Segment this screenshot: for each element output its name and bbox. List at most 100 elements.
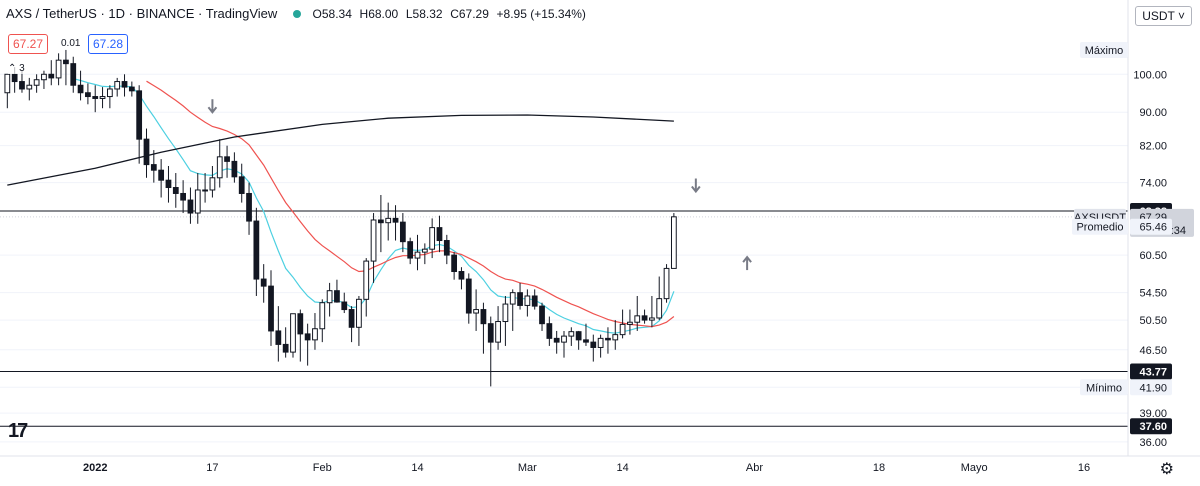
- candle-body: [41, 73, 47, 81]
- candle-body: [4, 73, 11, 94]
- candle-body: [414, 251, 421, 259]
- candle-body: [253, 220, 260, 280]
- x-tick-label: 16: [1078, 462, 1090, 474]
- candle-body: [172, 187, 179, 194]
- candle-body: [209, 177, 216, 191]
- candle-body: [282, 343, 289, 353]
- candle-body: [443, 240, 450, 256]
- candle-body: [70, 63, 77, 86]
- candle-body: [33, 79, 40, 86]
- candle-body: [165, 179, 172, 189]
- candle-body: [319, 302, 326, 330]
- candle-body: [356, 298, 362, 328]
- max-tag: Máximo: [1085, 45, 1124, 57]
- candle-body: [180, 192, 186, 201]
- candle-body: [26, 84, 33, 90]
- candles: [4, 49, 677, 387]
- candle-body: [612, 334, 619, 341]
- spread-value: 0.01: [61, 38, 81, 49]
- market-status-dot: [292, 10, 301, 18]
- ma-line-long: [7, 114, 674, 186]
- candle-body: [421, 248, 428, 253]
- min-tag-box: [1080, 379, 1128, 396]
- y-tick-label: 100.00: [1133, 69, 1167, 81]
- buy-button[interactable]: 67.28: [88, 34, 129, 54]
- candle-body: [590, 341, 597, 348]
- candle-body: [187, 199, 194, 214]
- candle-body: [114, 81, 121, 90]
- candle-body: [465, 278, 472, 314]
- candle-body: [605, 337, 611, 341]
- arrow-up-icon: [742, 255, 752, 271]
- currency-label: USDT: [1142, 9, 1175, 23]
- average-price-label: 65.46: [1139, 222, 1167, 234]
- indicator-count: 3: [19, 63, 25, 74]
- candle-body: [246, 192, 252, 222]
- candle-body: [487, 323, 494, 343]
- candle-body: [348, 309, 355, 328]
- candle-body: [92, 96, 99, 99]
- candle-body: [575, 331, 582, 341]
- candle-body: [121, 81, 128, 88]
- exchange: BINANCE: [136, 6, 195, 21]
- y-tick-label: 54.50: [1139, 288, 1167, 300]
- candle-body: [290, 313, 296, 353]
- close-value: C67.29: [450, 7, 489, 21]
- x-tick-label: 14: [616, 462, 628, 474]
- level-price-label: 43.77: [1139, 367, 1167, 379]
- y-tick-label: 50.50: [1139, 315, 1167, 327]
- moving-averages: [7, 78, 675, 334]
- arrow-down-icon: [207, 99, 218, 114]
- candle-body: [378, 219, 384, 224]
- candle-body: [663, 267, 670, 300]
- change-value: +8.95 (+15.34%): [496, 7, 586, 21]
- candle-body: [136, 90, 143, 140]
- candle-body: [509, 292, 516, 305]
- candle-body: [128, 86, 135, 92]
- gear-icon[interactable]: ⚙: [1159, 461, 1174, 478]
- candle-body: [48, 73, 55, 79]
- candle-body: [531, 295, 538, 307]
- sell-button[interactable]: 67.27: [8, 34, 49, 54]
- candle-body: [55, 59, 62, 79]
- currency-button[interactable]: USDT ˅: [1135, 6, 1192, 26]
- time-axis: 2022 17 Feb 14 Mar 14 Abr 18 Mayo 16: [0, 455, 1200, 474]
- x-tick-label: Feb: [313, 462, 332, 474]
- candle-body: [143, 138, 150, 166]
- chart-header: AXS / TetherUS · 1D · BINANCE · TradingV…: [6, 6, 586, 21]
- open-value: O58.34: [312, 7, 352, 21]
- indicator-collapse-icon[interactable]: ⌃ 3: [8, 63, 25, 74]
- symbol-name[interactable]: AXS / TetherUS: [6, 6, 97, 21]
- price-axis: 100.00 90.00 82.00 74.00 60.50 54.50 50.50 46.5…: [1072, 0, 1200, 486]
- interval[interactable]: 1D: [108, 6, 126, 21]
- average-tag-box: [1072, 218, 1128, 235]
- candle-body: [158, 169, 165, 181]
- candle-body: [326, 290, 333, 304]
- candle-body: [649, 317, 655, 321]
- x-tick-label: 18: [873, 462, 885, 474]
- candle-body: [495, 321, 501, 343]
- y-tick-label: 82.00: [1139, 141, 1167, 153]
- candle-body: [517, 292, 523, 306]
- candle-body: [19, 81, 25, 90]
- candle-body: [399, 221, 406, 243]
- average-tag: Promedio: [1076, 222, 1123, 234]
- candle-body: [407, 241, 414, 259]
- candle-body: [194, 189, 201, 214]
- y-tick-label: 90.00: [1139, 107, 1167, 119]
- candle-body: [216, 156, 223, 179]
- candle-body: [268, 285, 274, 332]
- candle-body: [670, 216, 677, 269]
- candle-body: [385, 217, 392, 224]
- price-axis-bg: [1128, 0, 1200, 486]
- candle-body: [202, 189, 208, 192]
- candle-body: [99, 96, 106, 99]
- candle-body: [583, 339, 589, 343]
- candle-body: [297, 313, 304, 335]
- x-tick-label: Mayo: [961, 462, 988, 474]
- low-value: L58.32: [405, 7, 443, 21]
- arrow-markers: [207, 99, 752, 271]
- candle-body: [260, 278, 267, 287]
- candle-body: [275, 330, 282, 345]
